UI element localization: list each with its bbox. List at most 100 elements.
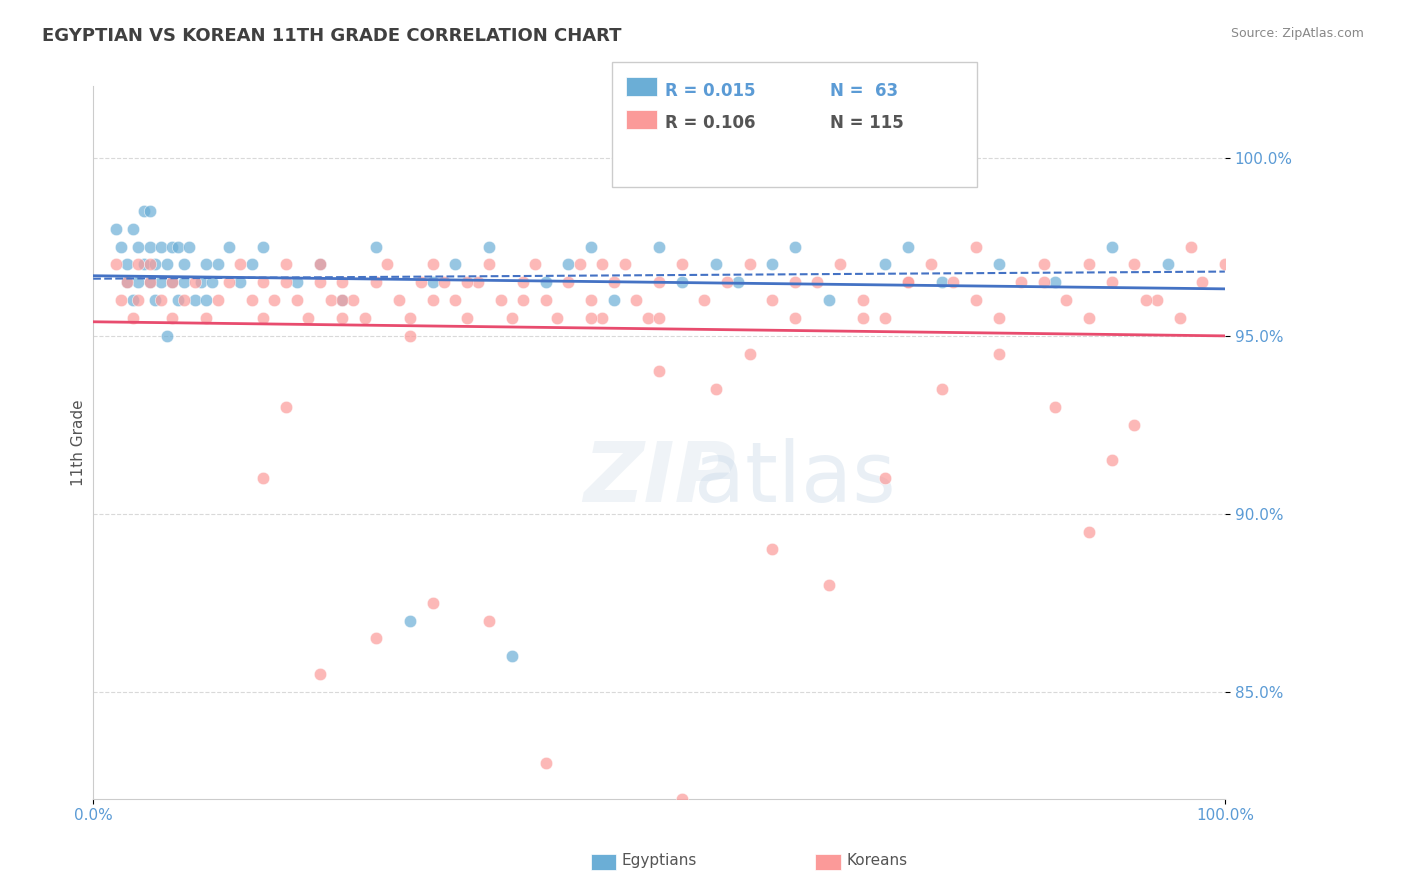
Point xyxy=(110,293,132,307)
Point xyxy=(761,293,783,307)
Point xyxy=(626,293,648,307)
Point xyxy=(207,293,229,307)
Text: Source: ZipAtlas.com: Source: ZipAtlas.com xyxy=(1230,27,1364,40)
Point xyxy=(297,310,319,325)
Point xyxy=(738,257,761,271)
Point xyxy=(1157,257,1180,271)
Point xyxy=(1043,275,1066,289)
Point xyxy=(783,240,806,254)
Point xyxy=(399,310,422,325)
Point xyxy=(104,257,127,271)
Point xyxy=(579,310,602,325)
Point xyxy=(139,240,162,254)
Point xyxy=(1146,293,1168,307)
Text: ZIP: ZIP xyxy=(582,438,735,518)
Point xyxy=(411,275,433,289)
Point xyxy=(422,596,444,610)
Point xyxy=(817,578,839,592)
Point xyxy=(738,346,761,360)
Point xyxy=(1191,275,1213,289)
Point xyxy=(127,240,149,254)
Point xyxy=(965,293,987,307)
Point xyxy=(127,275,149,289)
Point xyxy=(557,257,579,271)
Point xyxy=(512,275,534,289)
Y-axis label: 11th Grade: 11th Grade xyxy=(72,400,86,486)
Point xyxy=(184,275,207,289)
Point xyxy=(173,293,195,307)
Text: atlas: atlas xyxy=(695,438,896,518)
Point xyxy=(274,257,297,271)
Point xyxy=(716,275,738,289)
Point xyxy=(240,257,263,271)
Point xyxy=(852,293,875,307)
Text: EGYPTIAN VS KOREAN 11TH GRADE CORRELATION CHART: EGYPTIAN VS KOREAN 11TH GRADE CORRELATIO… xyxy=(42,27,621,45)
Point xyxy=(1054,293,1077,307)
Point xyxy=(1101,453,1123,467)
Point xyxy=(897,275,920,289)
Point xyxy=(456,275,478,289)
Point xyxy=(330,293,353,307)
Point xyxy=(603,293,626,307)
Point xyxy=(568,257,591,271)
Point xyxy=(150,240,173,254)
Point xyxy=(319,293,342,307)
Point xyxy=(201,275,224,289)
Point xyxy=(1043,400,1066,414)
Point xyxy=(648,240,671,254)
Point xyxy=(920,257,942,271)
Point xyxy=(308,275,330,289)
Text: Egyptians: Egyptians xyxy=(621,853,697,868)
Point xyxy=(671,275,693,289)
Point xyxy=(115,257,138,271)
Point xyxy=(1032,257,1054,271)
Text: N = 115: N = 115 xyxy=(830,114,903,132)
Point xyxy=(614,257,637,271)
Point xyxy=(489,293,512,307)
Point xyxy=(115,275,138,289)
Point xyxy=(603,275,626,289)
Point xyxy=(353,310,375,325)
Point xyxy=(377,257,399,271)
Point xyxy=(897,275,920,289)
Point xyxy=(830,257,852,271)
Point xyxy=(252,240,274,254)
Point xyxy=(444,257,467,271)
Point xyxy=(637,310,659,325)
Point xyxy=(1032,275,1054,289)
Point xyxy=(121,293,143,307)
Point xyxy=(218,275,240,289)
Point xyxy=(252,310,274,325)
Point xyxy=(145,293,167,307)
Point xyxy=(523,257,546,271)
Point xyxy=(648,275,671,289)
Point xyxy=(132,204,155,219)
Point xyxy=(704,382,727,396)
Point xyxy=(1078,257,1101,271)
Point xyxy=(501,649,523,664)
Text: R = 0.015: R = 0.015 xyxy=(665,82,755,100)
Point xyxy=(591,310,613,325)
Point xyxy=(162,275,184,289)
Point xyxy=(1078,310,1101,325)
Point xyxy=(229,257,252,271)
Point xyxy=(308,257,330,271)
Point xyxy=(931,382,953,396)
Point xyxy=(145,257,167,271)
Point xyxy=(1078,524,1101,539)
Point xyxy=(364,240,387,254)
Point xyxy=(399,328,422,343)
Point xyxy=(308,667,330,681)
Point xyxy=(173,257,195,271)
Point xyxy=(987,310,1010,325)
Point xyxy=(364,632,387,646)
Point xyxy=(761,542,783,557)
Point xyxy=(693,293,716,307)
Point xyxy=(806,275,828,289)
Point xyxy=(127,257,149,271)
Point xyxy=(1180,240,1202,254)
Point xyxy=(156,328,179,343)
Text: R = 0.106: R = 0.106 xyxy=(665,114,755,132)
Point xyxy=(422,293,444,307)
Point xyxy=(467,275,489,289)
